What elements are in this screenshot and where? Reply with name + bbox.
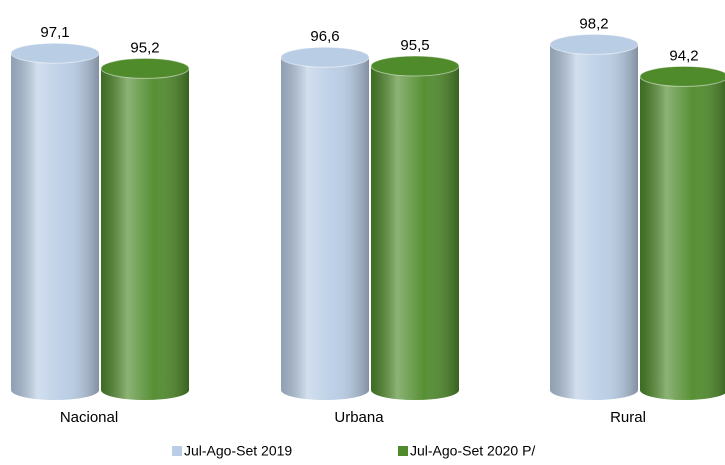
value-label: 95,2 (130, 39, 159, 56)
cylinder-shade (371, 66, 459, 400)
cylinder-shade (550, 44, 638, 401)
cylinder-top (370, 55, 460, 77)
cylinder-top (639, 65, 725, 87)
cylinder-top (549, 33, 639, 55)
cylinder-top (100, 57, 190, 79)
cylinder-shade (11, 53, 99, 400)
value-label: 97,1 (40, 24, 69, 41)
value-label: 95,5 (400, 37, 429, 54)
cylinder-shade (281, 57, 369, 400)
value-label: 98,2 (579, 15, 608, 32)
value-label: 94,2 (669, 47, 698, 64)
x-tick-label: Nacional (60, 409, 118, 426)
value-label: 96,6 (310, 28, 339, 45)
legend-label: Jul-Ago-Set 2020 P/ (410, 443, 535, 459)
legend-swatch (398, 446, 408, 456)
legend-label: Jul-Ago-Set 2019 (184, 443, 292, 459)
cylinder-shade (101, 68, 189, 401)
x-tick-label: Urbana (334, 409, 384, 426)
cylinder-shade (640, 76, 725, 400)
cylinder-top (10, 42, 100, 64)
x-tick-label: Rural (610, 409, 646, 426)
cylinder-top (280, 46, 370, 68)
legend-swatch (172, 446, 182, 456)
